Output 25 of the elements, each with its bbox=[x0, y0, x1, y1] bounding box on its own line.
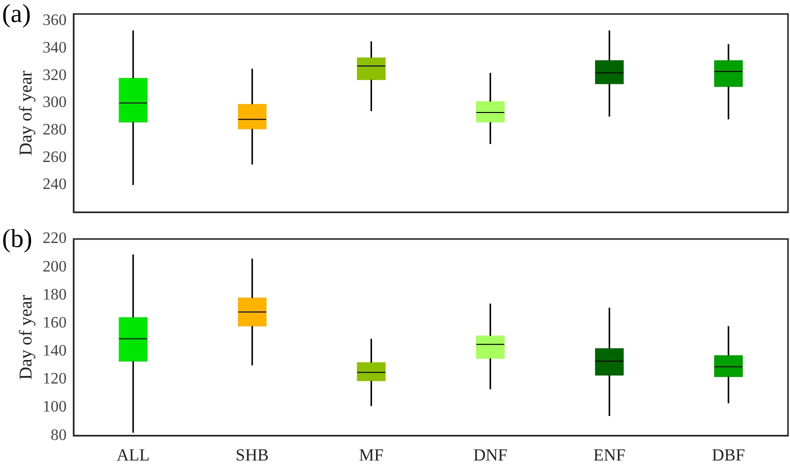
y-tick-label: 280 bbox=[42, 122, 67, 139]
x-tick-label: SHB bbox=[236, 445, 269, 464]
y-tick-label: 200 bbox=[42, 258, 67, 276]
x-tick-label: MF bbox=[358, 445, 384, 464]
y-tick-label: 120 bbox=[42, 370, 67, 388]
y-tick-label: 80 bbox=[50, 426, 67, 444]
text: (b) bbox=[2, 224, 32, 253]
y-tick-label: 300 bbox=[42, 94, 67, 112]
text: (a) bbox=[2, 0, 31, 28]
x-tick-label: ALL bbox=[116, 445, 150, 464]
y-axis-title: Day of year bbox=[16, 294, 36, 380]
y-tick-label: 100 bbox=[42, 398, 67, 416]
y-tick-label: 220 bbox=[42, 230, 67, 248]
y-tick-label: 240 bbox=[42, 176, 67, 194]
y-axis-title: Day of year bbox=[16, 70, 36, 156]
y-tick-label: 320 bbox=[42, 66, 67, 84]
x-tick-label: ENF bbox=[593, 445, 626, 464]
y-tick-label: 180 bbox=[42, 286, 67, 304]
y-tick-label: 360 bbox=[42, 12, 67, 30]
y-tick-label: 340 bbox=[42, 39, 67, 56]
y-tick-label: 260 bbox=[42, 148, 67, 166]
y-tick-label: 140 bbox=[42, 342, 67, 360]
x-tick-label: DNF bbox=[473, 445, 508, 464]
x-tick-label: DBF bbox=[712, 445, 746, 464]
y-tick-label: 160 bbox=[42, 314, 67, 332]
